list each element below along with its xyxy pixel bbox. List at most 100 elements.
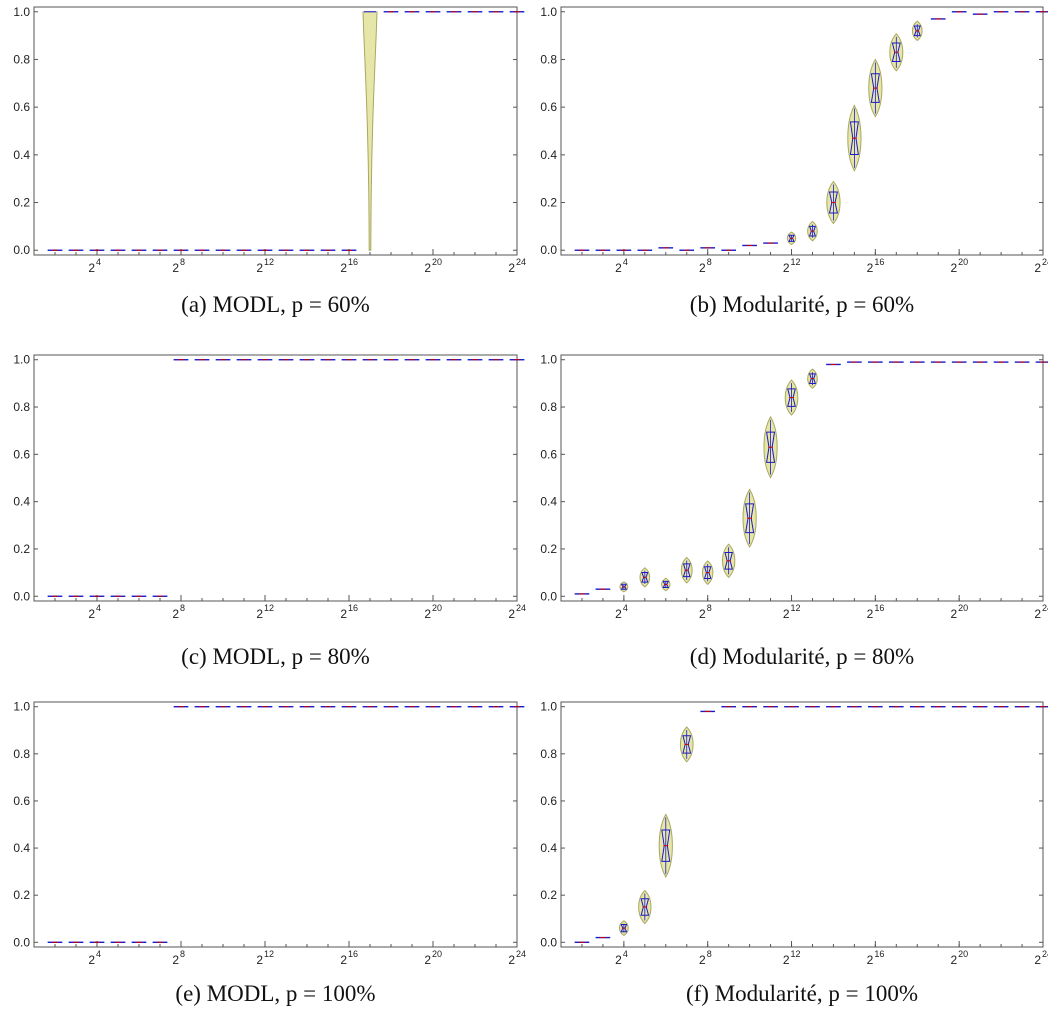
- x-tick-label: 2: [783, 607, 790, 621]
- violin-4: [619, 581, 629, 593]
- violin-13: [807, 368, 818, 389]
- x-tick-exponent: 24: [516, 257, 526, 267]
- x-tick-exponent: 4: [623, 949, 628, 959]
- plot-frame: [560, 701, 1044, 948]
- y-tick-label: 0.4: [540, 841, 557, 855]
- plot-frame: [560, 354, 1044, 602]
- x-tick-label: 2: [1034, 607, 1041, 621]
- x-tick-exponent: 12: [791, 949, 801, 959]
- violin-4: [618, 920, 629, 937]
- x-tick-exponent: 12: [264, 603, 274, 613]
- y-tick-label: 1.0: [540, 5, 557, 19]
- x-tick-label: 2: [950, 953, 957, 967]
- violin-14: [826, 180, 841, 225]
- panel-caption: (a) MODL, p = 60%: [181, 292, 370, 317]
- y-tick-label: 0.4: [13, 495, 30, 509]
- x-tick-exponent: 8: [707, 603, 712, 613]
- violin-6: [661, 577, 671, 592]
- y-tick-label: 1.0: [13, 5, 30, 19]
- x-tick-label: 2: [783, 953, 790, 967]
- x-tick-exponent: 16: [348, 949, 358, 959]
- x-tick-label: 2: [172, 261, 179, 275]
- x-tick-exponent: 20: [958, 603, 968, 613]
- x-tick-label: 2: [699, 953, 706, 967]
- x-tick-exponent: 8: [707, 257, 712, 267]
- violin-11: [763, 415, 778, 479]
- violin-18: [911, 20, 923, 42]
- panel-caption: (d) Modularité, p = 80%: [690, 644, 914, 669]
- x-tick-exponent: 16: [348, 603, 358, 613]
- y-tick-label: 1.0: [540, 700, 557, 714]
- violin-8: [701, 560, 714, 585]
- x-tick-label: 2: [508, 607, 515, 621]
- x-tick-exponent: 4: [623, 257, 628, 267]
- y-tick-label: 0.4: [13, 148, 30, 162]
- y-tick-label: 0.2: [540, 888, 557, 902]
- x-tick-label: 2: [340, 261, 347, 275]
- panel-caption: (f) Modularité, p = 100%: [686, 981, 918, 1006]
- x-tick-label: 2: [950, 607, 957, 621]
- x-tick-exponent: 4: [96, 949, 101, 959]
- y-tick-label: 0.8: [13, 52, 30, 66]
- x-tick-label: 2: [172, 607, 179, 621]
- x-tick-label: 2: [950, 261, 957, 275]
- violin-5: [639, 567, 651, 588]
- plot-frame: [33, 354, 518, 602]
- violin-9: [721, 543, 736, 579]
- x-tick-label: 2: [1034, 261, 1041, 275]
- x-tick-exponent: 12: [264, 257, 274, 267]
- y-tick-label: 0.8: [540, 747, 557, 761]
- x-tick-label: 2: [340, 953, 347, 967]
- y-tick-label: 0.6: [13, 100, 30, 114]
- violin-17: [889, 33, 904, 72]
- y-tick-label: 0.8: [13, 400, 30, 414]
- y-tick-label: 0.0: [13, 589, 30, 603]
- x-tick-label: 2: [256, 261, 263, 275]
- y-tick-label: 0.8: [540, 52, 557, 66]
- x-tick-exponent: 8: [180, 949, 185, 959]
- y-tick-label: 0.6: [13, 447, 30, 461]
- x-tick-exponent: 16: [874, 603, 884, 613]
- plot-frame: [560, 6, 1044, 256]
- x-tick-exponent: 24: [516, 949, 526, 959]
- x-tick-exponent: 20: [958, 949, 968, 959]
- x-tick-exponent: 24: [1042, 949, 1048, 959]
- y-tick-label: 0.2: [13, 888, 30, 902]
- x-tick-exponent: 20: [432, 949, 442, 959]
- x-tick-exponent: 24: [1042, 603, 1048, 613]
- y-tick-label: 0.0: [540, 589, 557, 603]
- violin-5: [638, 889, 652, 925]
- violin-6: [658, 813, 673, 879]
- y-tick-label: 0.4: [13, 841, 30, 855]
- x-tick-exponent: 16: [874, 257, 884, 267]
- chart-panel-5: 0.00.20.40.60.81.02 4 2 8 2 12 2 16 2 20 2 24: [13, 700, 526, 967]
- x-tick-label: 2: [508, 953, 515, 967]
- violin-16: [868, 58, 883, 118]
- x-tick-exponent: 12: [791, 257, 801, 267]
- violin-13: [807, 220, 818, 242]
- y-tick-label: 1.0: [540, 353, 557, 367]
- x-tick-exponent: 4: [96, 603, 101, 613]
- violin-body: [362, 11, 378, 251]
- x-tick-label: 2: [424, 607, 431, 621]
- y-tick-label: 0.0: [13, 243, 30, 257]
- x-tick-label: 2: [424, 953, 431, 967]
- x-tick-label: 2: [340, 607, 347, 621]
- violin-15: [847, 104, 862, 172]
- y-tick-label: 0.2: [13, 542, 30, 556]
- y-tick-label: 0.4: [540, 148, 557, 162]
- y-tick-label: 0.6: [540, 100, 557, 114]
- y-tick-label: 0.2: [540, 196, 557, 210]
- x-tick-exponent: 4: [623, 603, 628, 613]
- panel-caption: (c) MODL, p = 80%: [181, 644, 370, 669]
- y-tick-label: 0.2: [13, 196, 30, 210]
- violin-7: [680, 556, 693, 584]
- x-tick-label: 2: [699, 607, 706, 621]
- panel-caption: (b) Modularité, p = 60%: [690, 292, 914, 317]
- y-tick-label: 0.6: [540, 447, 557, 461]
- y-tick-label: 0.0: [540, 243, 557, 257]
- x-tick-label: 2: [615, 607, 622, 621]
- y-tick-label: 1.0: [13, 353, 30, 367]
